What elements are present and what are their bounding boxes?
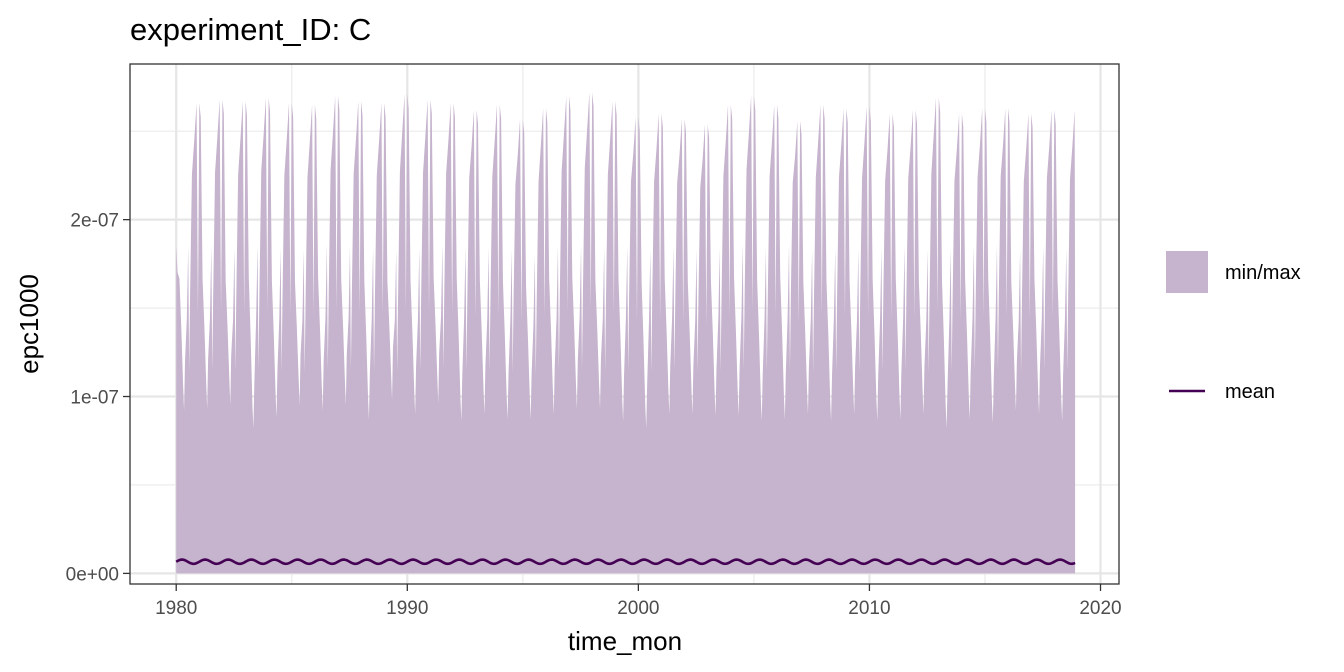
x-tick-label: 2000 xyxy=(617,598,659,619)
x-tick-label: 1980 xyxy=(155,598,197,619)
min-max-ribbon xyxy=(176,92,1076,574)
chart-title: experiment_ID: C xyxy=(130,12,371,47)
y-tick-label: 1e-07 xyxy=(70,388,119,409)
legend: min/max mean xyxy=(1166,251,1301,403)
y-axis: 0e+00 1e-07 2e-07 xyxy=(66,211,130,585)
x-axis-title: time_mon xyxy=(568,626,682,656)
y-tick-label: 2e-07 xyxy=(70,211,119,232)
y-axis-title: epc1000 xyxy=(14,274,44,374)
y-tick-label: 0e+00 xyxy=(66,564,119,585)
x-tick-label: 2020 xyxy=(1079,598,1121,619)
mean-line xyxy=(175,558,1076,566)
legend-key-min-max xyxy=(1166,251,1208,293)
x-axis: 1980 1990 2000 2010 2020 xyxy=(155,584,1122,619)
plot-panel xyxy=(129,63,1120,585)
legend-label-min-max: min/max xyxy=(1225,262,1301,284)
panel-border xyxy=(129,63,1120,585)
x-tick-label: 2010 xyxy=(848,598,890,619)
x-tick-label: 1990 xyxy=(386,598,428,619)
legend-label-mean: mean xyxy=(1225,381,1275,403)
